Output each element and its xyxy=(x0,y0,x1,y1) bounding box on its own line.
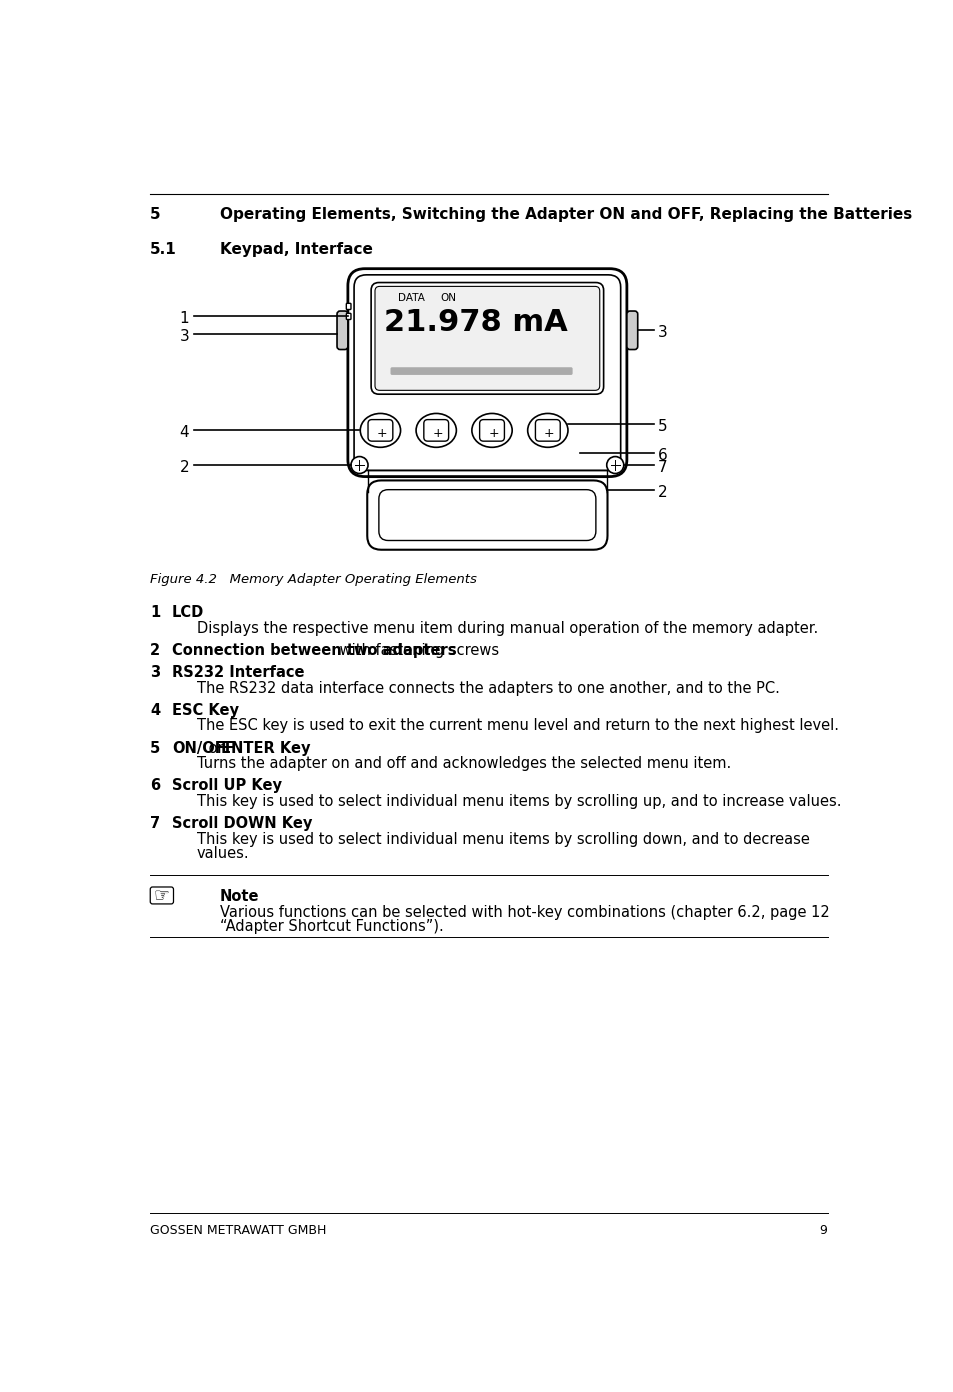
FancyBboxPatch shape xyxy=(368,419,393,441)
Text: ☞: ☞ xyxy=(153,887,170,905)
FancyBboxPatch shape xyxy=(535,419,559,441)
FancyBboxPatch shape xyxy=(479,419,504,441)
Text: Connection between two adapters: Connection between two adapters xyxy=(172,643,456,658)
FancyBboxPatch shape xyxy=(371,283,603,394)
FancyBboxPatch shape xyxy=(348,269,626,476)
FancyBboxPatch shape xyxy=(150,887,173,903)
FancyBboxPatch shape xyxy=(423,419,448,441)
Text: 3: 3 xyxy=(150,665,160,681)
Text: values.: values. xyxy=(196,846,249,862)
FancyBboxPatch shape xyxy=(375,287,599,390)
Text: 2: 2 xyxy=(150,643,160,658)
FancyBboxPatch shape xyxy=(378,490,596,540)
Text: Scroll DOWN Key: Scroll DOWN Key xyxy=(172,816,312,831)
Text: 7: 7 xyxy=(658,459,667,475)
Text: RS232 Interface: RS232 Interface xyxy=(172,665,304,681)
Text: with fastening screws: with fastening screws xyxy=(335,643,499,658)
FancyBboxPatch shape xyxy=(626,310,637,349)
Text: +: + xyxy=(376,426,387,440)
Text: +: + xyxy=(488,426,498,440)
Text: +: + xyxy=(432,426,442,440)
Text: Note: Note xyxy=(220,888,259,903)
Text: This key is used to select individual menu items by scrolling down, and to decre: This key is used to select individual me… xyxy=(196,831,809,846)
Text: 1: 1 xyxy=(150,606,160,621)
Ellipse shape xyxy=(416,413,456,447)
Text: Figure 4.2   Memory Adapter Operating Elements: Figure 4.2 Memory Adapter Operating Elem… xyxy=(150,574,476,586)
Text: 7: 7 xyxy=(150,816,160,831)
Text: This key is used to select individual menu items by scrolling up, and to increas: This key is used to select individual me… xyxy=(196,793,841,809)
Text: 21.978 mA: 21.978 mA xyxy=(384,308,567,337)
FancyBboxPatch shape xyxy=(336,310,348,349)
Circle shape xyxy=(351,457,368,473)
Text: Various functions can be selected with hot-key combinations (chapter 6.2, page 1: Various functions can be selected with h… xyxy=(220,905,829,920)
Text: 3: 3 xyxy=(179,329,190,344)
Text: Turns the adapter on and off and acknowledges the selected menu item.: Turns the adapter on and off and acknowl… xyxy=(196,756,730,771)
Text: Operating Elements, Switching the Adapter ON and OFF, Replacing the Batteries: Operating Elements, Switching the Adapte… xyxy=(220,207,911,223)
Text: LCD: LCD xyxy=(172,606,204,621)
Text: ESC Key: ESC Key xyxy=(172,703,238,718)
Text: Displays the respective menu item during manual operation of the memory adapter.: Displays the respective menu item during… xyxy=(196,621,817,636)
FancyBboxPatch shape xyxy=(367,480,607,550)
Text: GOSSEN METRAWATT GMBH: GOSSEN METRAWATT GMBH xyxy=(150,1224,326,1237)
Text: The ESC key is used to exit the current menu level and return to the next highes: The ESC key is used to exit the current … xyxy=(196,718,838,734)
Text: 2: 2 xyxy=(658,484,667,500)
Text: Scroll UP Key: Scroll UP Key xyxy=(172,778,282,793)
Text: 5: 5 xyxy=(150,741,160,756)
Text: DATA: DATA xyxy=(397,292,425,302)
Text: 6: 6 xyxy=(658,448,667,464)
Text: +: + xyxy=(543,426,554,440)
FancyBboxPatch shape xyxy=(354,274,620,470)
Text: 3: 3 xyxy=(658,324,667,340)
Text: The RS232 data interface connects the adapters to one another, and to the PC.: The RS232 data interface connects the ad… xyxy=(196,681,779,696)
Text: 1: 1 xyxy=(179,310,189,326)
Text: 2: 2 xyxy=(179,459,189,475)
Text: Keypad, Interface: Keypad, Interface xyxy=(220,242,373,256)
Text: ON: ON xyxy=(440,292,456,302)
Text: 5: 5 xyxy=(150,207,161,223)
Text: 4: 4 xyxy=(150,703,160,718)
Ellipse shape xyxy=(472,413,512,447)
Text: 5.1: 5.1 xyxy=(150,242,177,256)
Text: ON/OFF: ON/OFF xyxy=(172,741,234,756)
Text: 5: 5 xyxy=(658,419,667,434)
FancyBboxPatch shape xyxy=(390,367,572,374)
FancyBboxPatch shape xyxy=(346,313,351,320)
Text: or: or xyxy=(203,741,228,756)
Text: 9: 9 xyxy=(819,1224,827,1237)
Ellipse shape xyxy=(360,413,400,447)
Text: ENTER Key: ENTER Key xyxy=(221,741,310,756)
Circle shape xyxy=(606,457,623,473)
Ellipse shape xyxy=(527,413,567,447)
FancyBboxPatch shape xyxy=(346,303,351,309)
Text: “Adapter Shortcut Functions”).: “Adapter Shortcut Functions”). xyxy=(220,919,443,934)
Text: 4: 4 xyxy=(179,425,189,440)
Text: 6: 6 xyxy=(150,778,160,793)
